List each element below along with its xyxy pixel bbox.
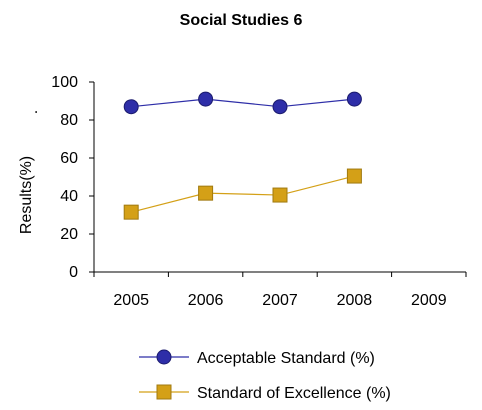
data-point — [198, 185, 214, 201]
legend-item: Standard of Excellence (%) — [139, 384, 391, 402]
legend-label: Acceptable Standard (%) — [197, 350, 375, 367]
legend-marker — [156, 384, 172, 400]
series-line — [131, 175, 355, 213]
data-point — [123, 99, 139, 115]
x-axis-ticks: 2005 2006 2007 2008 2009 — [93, 272, 467, 309]
data-point — [272, 99, 288, 115]
y-tick-label: 40 — [60, 188, 78, 205]
legend-item: Acceptable Standard (%) — [139, 349, 375, 367]
series-layer — [123, 91, 362, 220]
series-line — [131, 98, 355, 108]
legend-marker — [156, 349, 172, 365]
axes — [93, 82, 466, 273]
x-tick-label: 2008 — [337, 292, 373, 309]
series-2 — [123, 168, 362, 220]
chart-title: Social Studies 6 — [180, 12, 303, 29]
data-point — [346, 91, 362, 107]
y-axis-label-group: Results(%) . — [18, 110, 41, 234]
y-tick-label: 60 — [60, 150, 78, 167]
data-point — [123, 204, 139, 220]
data-point — [272, 187, 288, 203]
y-tick-label: 20 — [60, 226, 78, 243]
x-tick-label: 2006 — [188, 292, 224, 309]
x-tick-label: 2009 — [411, 292, 447, 309]
y-tick-label: 100 — [51, 74, 78, 91]
y-tick-label: 0 — [69, 264, 78, 281]
legend-label: Standard of Excellence (%) — [197, 385, 391, 402]
y-axis-label-prefix: . — [24, 110, 41, 114]
y-axis-label: Results(%) — [18, 156, 35, 234]
data-point — [198, 91, 214, 107]
y-tick-label: 80 — [60, 112, 78, 129]
x-tick-label: 2007 — [262, 292, 298, 309]
legend: Acceptable Standard (%) Standard of Excel… — [139, 349, 391, 402]
series-1 — [123, 91, 362, 115]
x-tick-label: 2005 — [113, 292, 149, 309]
data-point — [346, 168, 362, 184]
y-axis-ticks: 0 20 40 60 80 100 — [51, 74, 94, 281]
